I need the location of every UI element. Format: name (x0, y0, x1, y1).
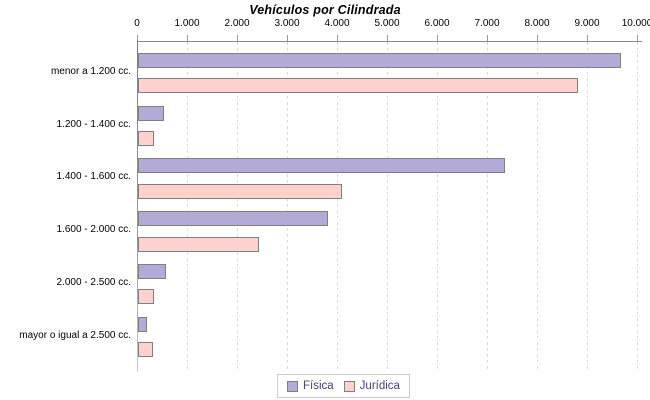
grid-line (287, 42, 288, 369)
grid-line (437, 42, 438, 369)
grid-line (487, 42, 488, 369)
bar-juridica (138, 289, 154, 305)
x-tick-label: 1.000 (174, 18, 200, 29)
x-tick-label: 0 (134, 18, 140, 29)
legend-label-fisica: Física (303, 380, 334, 392)
x-tick-label: 2.000 (224, 18, 250, 29)
bar-fisica (138, 211, 328, 227)
x-tick-mark (137, 35, 138, 41)
chart-title: Vehículos por Cilindrada (249, 3, 401, 17)
bar-juridica (138, 131, 154, 147)
x-tick-label: 4.000 (324, 18, 350, 29)
legend-swatch-fisica (287, 380, 298, 392)
category-label: 1.600 - 2.000 cc. (56, 224, 132, 236)
legend-swatch-juridica (343, 380, 355, 392)
x-tick-label: 6.000 (424, 18, 450, 29)
bar-juridica (138, 341, 153, 357)
x-axis-line (137, 41, 642, 42)
grid-line (337, 42, 338, 369)
x-tick-mark (287, 35, 288, 41)
x-tick-mark (637, 35, 638, 41)
legend-item-juridica: Jurídica (343, 380, 400, 392)
grid-line (587, 42, 588, 369)
bar-fisica (138, 263, 166, 279)
x-tick-mark (537, 35, 538, 41)
x-tick-mark (437, 35, 438, 41)
x-tick-label: 10.000 (621, 18, 650, 29)
category-label: menor a 1.200 cc. (50, 66, 131, 77)
y-axis-line (137, 41, 138, 372)
bar-fisica (138, 158, 505, 174)
legend: Física Jurídica (277, 374, 410, 398)
category-label: 1.400 - 1.600 cc. (56, 171, 132, 183)
grid-line (387, 42, 388, 369)
x-tick-label: 5.000 (374, 18, 400, 29)
bar-fisica (138, 53, 621, 68)
x-tick-label: 7.000 (474, 18, 500, 29)
grid-line (187, 42, 188, 369)
legend-item-fisica: Física (287, 380, 334, 392)
grid-line (637, 42, 638, 369)
x-tick-label: 3.000 (274, 18, 300, 29)
x-tick-mark (237, 35, 238, 41)
category-label: 2.000 - 2.500 cc. (56, 276, 132, 288)
grid-line (237, 42, 238, 369)
bar-juridica (138, 78, 578, 94)
grid-line (537, 42, 538, 369)
x-tick-mark (187, 35, 188, 41)
x-tick-mark (387, 35, 388, 41)
category-label: mayor o igual a 2.500 cc. (19, 329, 131, 341)
bar-juridica (138, 183, 342, 199)
x-tick-label: 9.000 (574, 18, 600, 29)
bar-juridica (138, 236, 259, 252)
x-tick-mark (487, 35, 488, 41)
x-tick-mark (587, 35, 588, 41)
category-label: 1.200 - 1.400 cc. (56, 118, 132, 130)
bar-fisica (138, 105, 164, 121)
x-tick-mark (337, 35, 338, 41)
legend-label-juridica: Jurídica (359, 380, 400, 392)
x-tick-label: 8.000 (524, 18, 550, 29)
bar-fisica (138, 316, 147, 332)
